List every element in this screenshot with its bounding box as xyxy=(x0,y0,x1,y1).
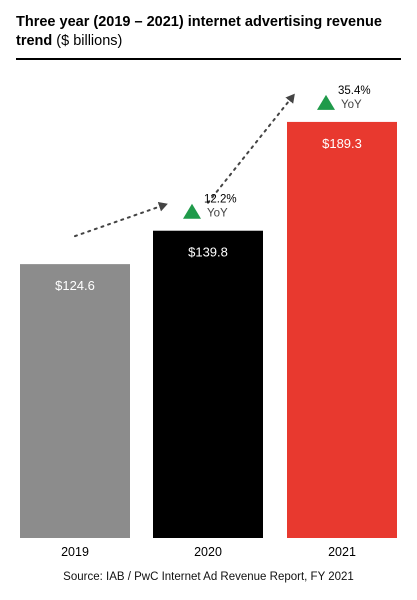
chart-subtitle: ($ billions) xyxy=(56,33,123,49)
bar-value-label-2019: $124.6 xyxy=(55,278,95,293)
bar-2021 xyxy=(287,121,397,538)
trend-arrow-2019-2020 xyxy=(74,201,168,238)
yoy-label-2020: YoY xyxy=(207,208,228,220)
title-divider xyxy=(16,58,401,60)
yoy-up-arrow-2021 xyxy=(317,94,335,110)
yoy-label-2021: YoY xyxy=(341,99,362,111)
trend-arrow-2020-2021 xyxy=(207,93,295,204)
x-tick-2019: 2019 xyxy=(61,545,89,559)
yoy-change-2021: 35.4% xyxy=(338,85,371,97)
bar-value-label-2021: $189.3 xyxy=(322,136,362,151)
chart-title-block: Three year (2019 – 2021) internet advert… xyxy=(16,13,406,51)
source-note: Source: IAB / PwC Internet Ad Revenue Re… xyxy=(63,571,354,583)
yoy-change-2020: 12.2% xyxy=(204,194,237,206)
yoy-up-arrow-2020 xyxy=(183,203,201,219)
x-tick-2020: 2020 xyxy=(194,545,222,559)
chart-title: Three year (2019 – 2021) internet advert… xyxy=(16,13,406,51)
bar-2019 xyxy=(20,264,130,538)
bar-2020 xyxy=(153,230,263,538)
title-text: Three year (2019 – 2021) internet advert… xyxy=(16,14,382,49)
x-tick-2021: 2021 xyxy=(328,545,356,559)
bar-value-label-2020: $139.8 xyxy=(188,245,228,260)
